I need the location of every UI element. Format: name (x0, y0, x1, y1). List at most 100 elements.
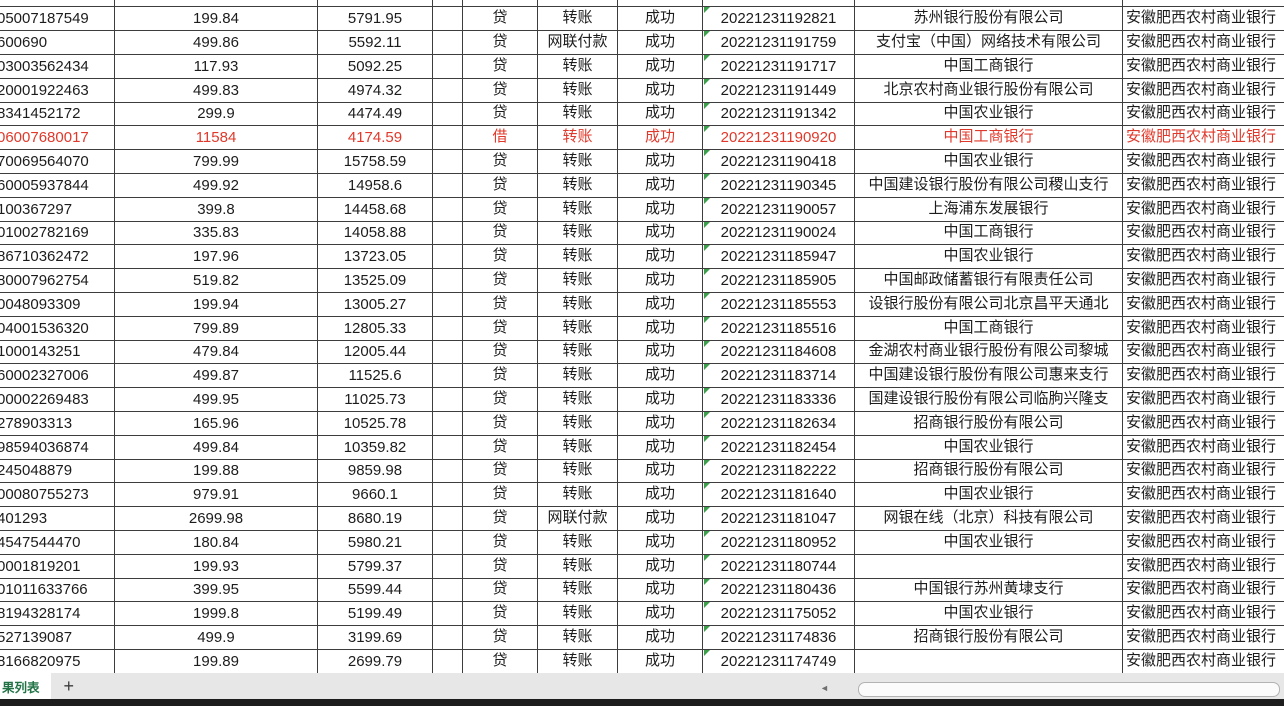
cell-gap[interactable] (433, 411, 463, 435)
cell-branch[interactable]: 安徽肥西农村商业银行 (1126, 57, 1277, 74)
cell-status[interactable]: 成功 (618, 411, 703, 435)
cell-amount[interactable]: 799.89 (115, 316, 318, 340)
cell-gap[interactable] (433, 150, 463, 173)
cell-drcr[interactable]: 贷 (463, 102, 538, 126)
cell-id[interactable]: 04001536320 (0, 316, 115, 340)
cell-bank[interactable]: 中国农业银行 (855, 602, 1123, 626)
cell-amount[interactable]: 479.84 (115, 340, 318, 364)
cell-amount[interactable]: 499.86 (115, 31, 318, 54)
cell-branch[interactable]: 安徽肥西农村商业银行 (1126, 153, 1277, 170)
cell-branch[interactable] (1123, 0, 1284, 6)
cell-balance[interactable]: 14958.6 (318, 173, 433, 197)
cell-amount[interactable]: 499.87 (115, 364, 318, 388)
cell-amount[interactable]: 499.95 (115, 388, 318, 411)
cell-drcr[interactable]: 贷 (463, 245, 538, 269)
cell-id[interactable]: 86710362472 (0, 245, 115, 269)
cell-method[interactable]: 网联付款 (538, 507, 618, 530)
cell-amount[interactable]: 519.82 (115, 269, 318, 292)
cell-bank[interactable]: 中国工商银行 (855, 221, 1123, 245)
cell-status[interactable]: 成功 (618, 626, 703, 649)
cell-id[interactable]: 20001922463 (0, 78, 115, 102)
cell-balance[interactable]: 4474.49 (318, 102, 433, 126)
scroll-left-arrow-icon[interactable]: ◄ (820, 683, 829, 693)
cell-method[interactable]: 转账 (538, 435, 618, 459)
cell-status[interactable]: 成功 (618, 126, 703, 150)
cell-drcr[interactable]: 贷 (463, 388, 538, 411)
cell-status[interactable]: 成功 (618, 435, 703, 459)
cell-balance[interactable]: 8680.19 (318, 507, 433, 530)
cell-drcr[interactable]: 贷 (463, 649, 538, 673)
cell-balance[interactable]: 12805.33 (318, 316, 433, 340)
cell-drcr[interactable]: 贷 (463, 7, 538, 31)
cell-balance[interactable]: 5599.44 (318, 578, 433, 602)
cell-time[interactable]: 20221231185553 (703, 292, 855, 316)
cell-id[interactable]: 05007187549 (0, 7, 115, 31)
cell-balance[interactable]: 5092.25 (318, 54, 433, 78)
cell-time[interactable]: 20221231184608 (703, 340, 855, 364)
cell-status[interactable]: 成功 (618, 78, 703, 102)
cell-balance[interactable]: 5799.37 (318, 554, 433, 578)
cell-status[interactable]: 成功 (618, 7, 703, 31)
cell-branch[interactable]: 安徽肥西农村商业银行 (1126, 319, 1277, 336)
cell-gap[interactable] (433, 54, 463, 78)
cell-bank[interactable]: 中国建设银行股份有限公司惠来支行 (855, 364, 1123, 388)
cell-branch[interactable]: 安徽肥西农村商业银行 (1126, 105, 1277, 122)
cell-bank[interactable]: 支付宝（中国）网络技术有限公司 (855, 31, 1123, 54)
cell-method[interactable]: 转账 (538, 483, 618, 507)
cell-id[interactable]: 01011633766 (0, 578, 115, 602)
cell-gap[interactable] (433, 0, 463, 7)
cell-bank[interactable]: 中国农业银行 (855, 530, 1123, 554)
cell-amount[interactable]: 499.83 (115, 78, 318, 102)
cell-branch[interactable]: 安徽肥西农村商业银行 (1126, 605, 1277, 622)
cell-gap[interactable] (433, 7, 463, 31)
cell-bank[interactable]: 设银行股份有限公司北京昌平天通北 (855, 292, 1123, 316)
cell-id[interactable]: 00080755273 (0, 483, 115, 507)
cell-gap[interactable] (433, 483, 463, 507)
cell-balance[interactable]: 12005.44 (318, 340, 433, 364)
cell-id[interactable]: 527139087 (0, 626, 115, 649)
cell-balance[interactable]: 10525.78 (318, 411, 433, 435)
cell-gap[interactable] (433, 554, 463, 578)
cell-branch[interactable]: 安徽肥西农村商业银行 (1126, 34, 1277, 51)
cell-branch[interactable]: 安徽肥西农村商业银行 (1126, 486, 1277, 503)
cell-gap[interactable] (433, 530, 463, 554)
cell-status[interactable]: 成功 (618, 602, 703, 626)
cell-id[interactable]: 0001819201 (0, 554, 115, 578)
cell-bank[interactable]: 中国工商银行 (855, 316, 1123, 340)
cell-method[interactable]: 转账 (538, 245, 618, 269)
cell-drcr[interactable]: 贷 (463, 530, 538, 554)
cell-branch[interactable]: 安徽肥西农村商业银行 (1126, 462, 1277, 479)
cell-time[interactable]: 20221231190920 (703, 126, 855, 150)
cell-gap[interactable] (433, 316, 463, 340)
cell-time[interactable]: 20221231180744 (703, 554, 855, 578)
cell-time[interactable]: 20221231185516 (703, 316, 855, 340)
cell-balance[interactable]: 4174.59 (318, 126, 433, 150)
cell-id[interactable]: 8194328174 (0, 602, 115, 626)
cell-balance[interactable]: 9859.98 (318, 459, 433, 483)
cell-branch[interactable]: 安徽肥西农村商业银行 (1126, 367, 1277, 384)
cell-gap[interactable] (433, 292, 463, 316)
cell-drcr[interactable]: 贷 (463, 54, 538, 78)
cell-time[interactable]: 20221231190057 (703, 197, 855, 221)
cell-gap[interactable] (433, 364, 463, 388)
cell-drcr[interactable]: 贷 (463, 554, 538, 578)
cell-method[interactable]: 转账 (538, 102, 618, 126)
cell-time[interactable]: 20221231191717 (703, 54, 855, 78)
cell-gap[interactable] (433, 388, 463, 411)
cell-method[interactable]: 转账 (538, 459, 618, 483)
cell-drcr[interactable]: 贷 (463, 197, 538, 221)
cell-balance[interactable]: 14458.68 (318, 197, 433, 221)
cell-id[interactable]: 4547544470 (0, 530, 115, 554)
cell-status[interactable]: 成功 (618, 197, 703, 221)
cell-status[interactable]: 成功 (618, 340, 703, 364)
cell-bank[interactable]: 中国农业银行 (855, 245, 1123, 269)
cell-drcr[interactable]: 贷 (463, 411, 538, 435)
cell-id[interactable] (0, 0, 115, 7)
cell-amount[interactable]: 199.84 (115, 7, 318, 31)
cell-method[interactable]: 转账 (538, 530, 618, 554)
cell-amount[interactable]: 499.92 (115, 173, 318, 197)
cell-bank[interactable]: 中国工商银行 (855, 54, 1123, 78)
cell-gap[interactable] (433, 126, 463, 150)
cell-method[interactable]: 转账 (538, 126, 618, 150)
cell-amount[interactable]: 2699.98 (115, 507, 318, 530)
